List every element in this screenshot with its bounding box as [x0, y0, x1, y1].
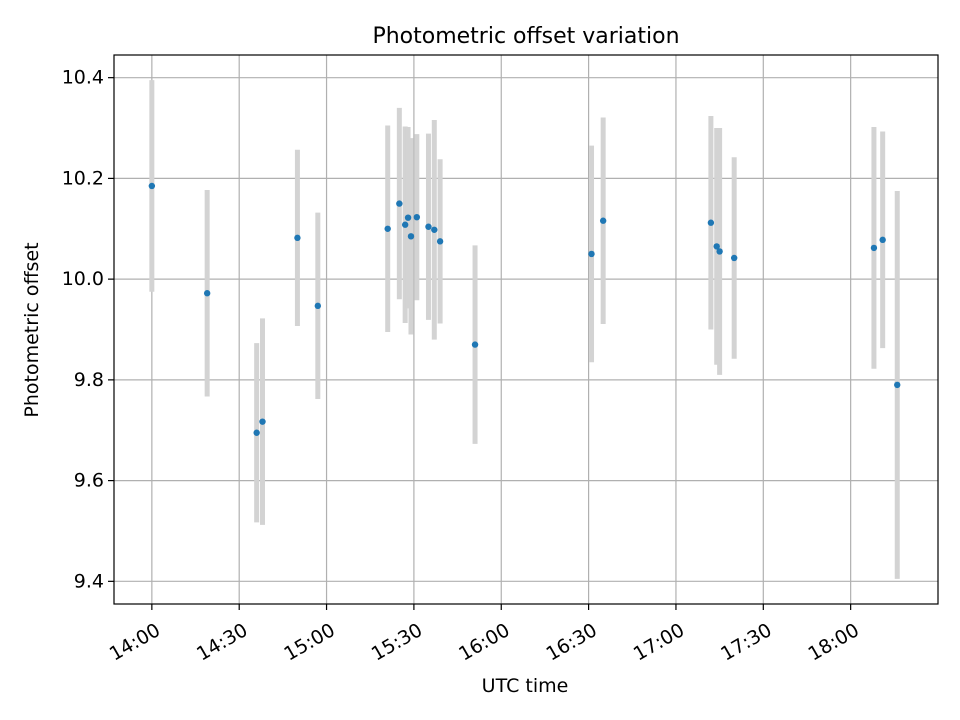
y-tick-label: 10.2 — [62, 167, 104, 189]
data-point — [384, 225, 391, 232]
data-point — [148, 182, 156, 190]
data-point — [436, 238, 444, 245]
y-tick-label: 9.8 — [74, 369, 104, 391]
data-point — [404, 214, 412, 221]
data-point — [401, 221, 409, 228]
data-point — [314, 302, 322, 310]
data-point — [413, 213, 421, 221]
data-point — [713, 243, 720, 250]
chart-title: Photometric offset variation — [372, 24, 679, 49]
plot-frame — [113, 54, 939, 605]
data-point — [707, 219, 715, 226]
data-point — [471, 341, 479, 348]
y-axis-label: Photometric offset — [21, 242, 43, 417]
y-tick-label: 9.6 — [74, 470, 104, 492]
data-point — [425, 223, 432, 230]
y-tick-label: 9.4 — [74, 570, 104, 592]
data-point — [599, 217, 607, 224]
y-tick-label: 10.0 — [62, 268, 104, 290]
data-point — [431, 226, 438, 233]
data-point — [588, 250, 595, 258]
data-point — [730, 254, 738, 262]
data-point — [253, 429, 260, 436]
data-point — [716, 248, 723, 255]
data-point — [407, 233, 415, 240]
data-points — [148, 182, 901, 436]
data-point — [894, 381, 901, 389]
data-point — [203, 290, 211, 297]
grid — [114, 55, 938, 604]
data-point — [259, 418, 266, 425]
data-point — [294, 234, 301, 242]
data-point — [870, 244, 878, 252]
data-point — [396, 200, 403, 207]
data-point — [879, 236, 886, 244]
x-axis-label: UTC time — [482, 675, 569, 697]
y-tick-label: 10.4 — [62, 67, 104, 89]
